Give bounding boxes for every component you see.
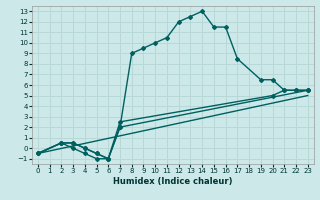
X-axis label: Humidex (Indice chaleur): Humidex (Indice chaleur) (113, 177, 233, 186)
